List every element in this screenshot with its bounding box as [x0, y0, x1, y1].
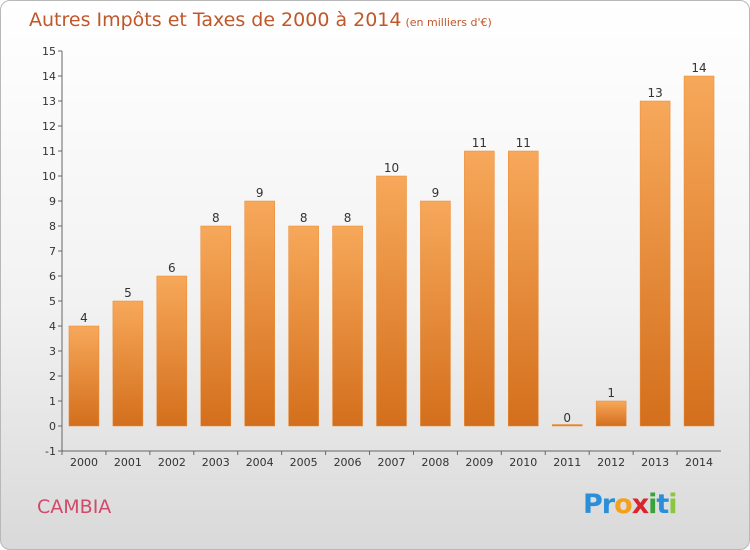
x-tick-label: 2010	[509, 456, 537, 469]
logo-letter: i	[648, 489, 657, 520]
y-tick-label: 5	[49, 295, 56, 308]
value-label: 8	[344, 211, 352, 225]
value-label: 11	[472, 136, 487, 150]
chart-title-text: Autres Impôts et Taxes de 2000 à 2014	[29, 9, 402, 31]
bar	[551, 424, 583, 427]
logo-letter: i	[668, 489, 677, 520]
value-label: 10	[384, 161, 399, 175]
y-tick-label: -1	[45, 445, 56, 458]
proxiti-logo: Proxiti	[583, 489, 678, 520]
value-label: 4	[80, 311, 88, 325]
commune-name: CAMBIA	[37, 496, 112, 518]
x-tick-label: 2011	[553, 456, 581, 469]
y-tick-label: 15	[42, 45, 56, 58]
bar	[68, 325, 100, 427]
y-tick-label: 14	[42, 70, 56, 83]
value-label: 0	[563, 411, 571, 425]
x-tick-label: 2002	[158, 456, 186, 469]
x-tick-label: 2014	[685, 456, 713, 469]
bar	[508, 150, 539, 427]
logo-letter: x	[631, 489, 649, 520]
x-tick-label: 2003	[202, 456, 230, 469]
bar	[376, 175, 407, 427]
y-tick-label: 4	[49, 320, 56, 333]
unit-note: (en milliers d'€)	[405, 16, 492, 29]
bar	[332, 225, 363, 427]
y-tick-label: 1	[49, 395, 56, 408]
value-label: 9	[256, 186, 264, 200]
x-tick-label: 2004	[246, 456, 274, 469]
bar	[112, 300, 144, 427]
value-labels: 4 5 6 8 9 8 8 10 9 11 11 0 1 13 14	[80, 61, 707, 425]
value-label: 1	[607, 386, 615, 400]
bars	[68, 75, 715, 427]
y-tick-label: 7	[49, 245, 56, 258]
y-tick-label: 12	[42, 120, 56, 133]
value-label: 8	[212, 211, 220, 225]
value-label: 11	[516, 136, 531, 150]
y-tick-label: 11	[42, 145, 56, 158]
bar	[464, 150, 495, 427]
x-tick-label: 2012	[597, 456, 625, 469]
bar	[683, 75, 715, 427]
logo-letter: r	[601, 489, 615, 520]
x-tick-label: 2006	[334, 456, 362, 469]
value-label: 13	[647, 86, 662, 100]
x-tick-label: 2000	[70, 456, 98, 469]
y-tick-label: 0	[49, 420, 56, 433]
x-tick-label: 2013	[641, 456, 669, 469]
value-label: 14	[691, 61, 706, 75]
bar	[639, 100, 671, 427]
x-tick-label: 2005	[290, 456, 318, 469]
logo-letter: o	[614, 489, 633, 520]
y-tick-label: 9	[49, 195, 56, 208]
x-tick-label: 2008	[421, 456, 449, 469]
logo-letter: P	[583, 489, 603, 520]
y-tick-label: 6	[49, 270, 56, 283]
y-tick-label: 3	[49, 345, 56, 358]
bar	[595, 400, 627, 427]
bar	[156, 275, 188, 427]
logo-letter: t	[656, 489, 669, 520]
value-label: 6	[168, 261, 176, 275]
y-tick-label: 2	[49, 370, 56, 383]
value-label: 8	[300, 211, 308, 225]
x-tick-label: 2001	[114, 456, 142, 469]
value-label: 9	[432, 186, 440, 200]
value-label: 5	[124, 286, 132, 300]
bar	[420, 200, 451, 427]
x-tick-label: 2009	[465, 456, 493, 469]
bar	[288, 225, 319, 427]
y-tick-label: 13	[42, 95, 56, 108]
chart-title: Autres Impôts et Taxes de 2000 à 2014 (en…	[29, 9, 492, 31]
x-tick-label: 2007	[378, 456, 406, 469]
bar	[200, 225, 232, 427]
y-tick-label: 10	[42, 170, 56, 183]
bar	[244, 200, 275, 427]
y-tick-label: 8	[49, 220, 56, 233]
